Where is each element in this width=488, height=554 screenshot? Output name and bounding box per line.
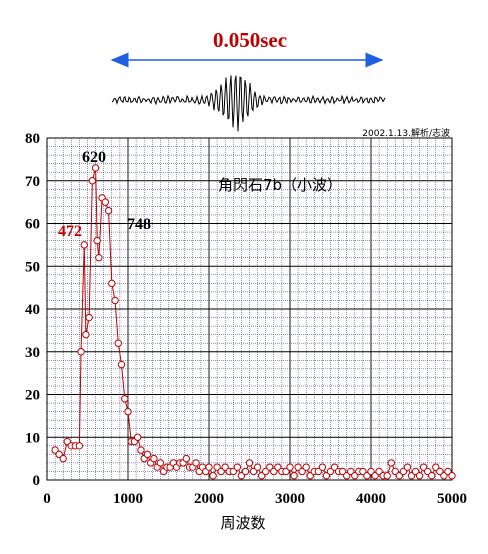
data-point [104,206,113,215]
data-point [117,360,126,369]
data-point [428,472,436,480]
data-point [93,236,101,245]
data-point [253,463,262,471]
data-point [192,459,200,467]
data-point [143,450,152,459]
x-tick-label: 1000 [113,491,143,507]
data-point [124,407,132,416]
data-point [85,313,93,322]
data-point [111,296,119,305]
y-tick-label: 10 [25,430,40,446]
peak-label: 472 [58,223,82,240]
x-tick-label: 5000 [437,491,467,507]
data-point [403,463,412,471]
data-point [209,472,217,480]
peak-label: 620 [82,149,106,166]
data-point [134,433,142,441]
x-tick-label: 4000 [356,491,386,507]
data-point [156,459,165,467]
x-tick-label: 2000 [194,491,224,507]
data-point [137,446,145,454]
y-tick-label: 70 [25,174,40,190]
data-point [318,463,327,471]
x-tick-label: 3000 [275,491,305,507]
x-tick-label: 0 [43,491,51,507]
data-point [448,472,456,480]
data-point [387,459,395,467]
data-point [241,467,250,476]
y-axis-ticks: 0 10 20 30 40 50 60 70 80 [25,131,40,489]
data-point [121,395,129,403]
data-point [383,472,391,480]
data-point [205,463,213,471]
plot-frame [46,137,453,481]
peak-label: 748 [127,216,151,233]
series-line [54,167,453,477]
y-tick-label: 0 [33,473,41,489]
data-point [101,198,110,206]
data-point [302,463,310,471]
y-tick-label: 30 [25,345,40,361]
data-point [91,164,100,172]
data-point [182,454,191,463]
analysis-credit: 2002.1.13.解析/志波 [362,127,450,139]
duration-label: 0.050sec [213,28,287,52]
waveform-trace [111,75,386,132]
data-point [108,279,116,288]
peak-labels: 472 620 748 [58,149,151,240]
data-point [245,459,254,467]
chart-title: 角閃石7b（小波） [218,176,342,194]
y-tick-label: 40 [25,302,40,318]
y-tick-label: 20 [25,388,40,404]
data-point [150,454,158,463]
data-point [77,348,85,356]
x-axis-ticks: 0 1000 2000 3000 4000 5000 [43,491,467,507]
y-tick-label: 80 [25,131,40,147]
data-point [75,442,84,450]
y-tick-label: 50 [25,259,40,275]
data-point [88,177,97,185]
data-point [233,463,242,471]
y-tick-label: 60 [25,217,40,233]
data-point [82,330,90,339]
data-point [95,254,103,262]
data-point [290,472,298,480]
x-axis-label: 周波数 [220,514,265,532]
data-point [415,472,424,480]
data-point [286,463,294,471]
data-point [59,454,67,463]
series-layer [51,164,456,480]
data-point [114,339,122,347]
data-point [80,241,88,249]
